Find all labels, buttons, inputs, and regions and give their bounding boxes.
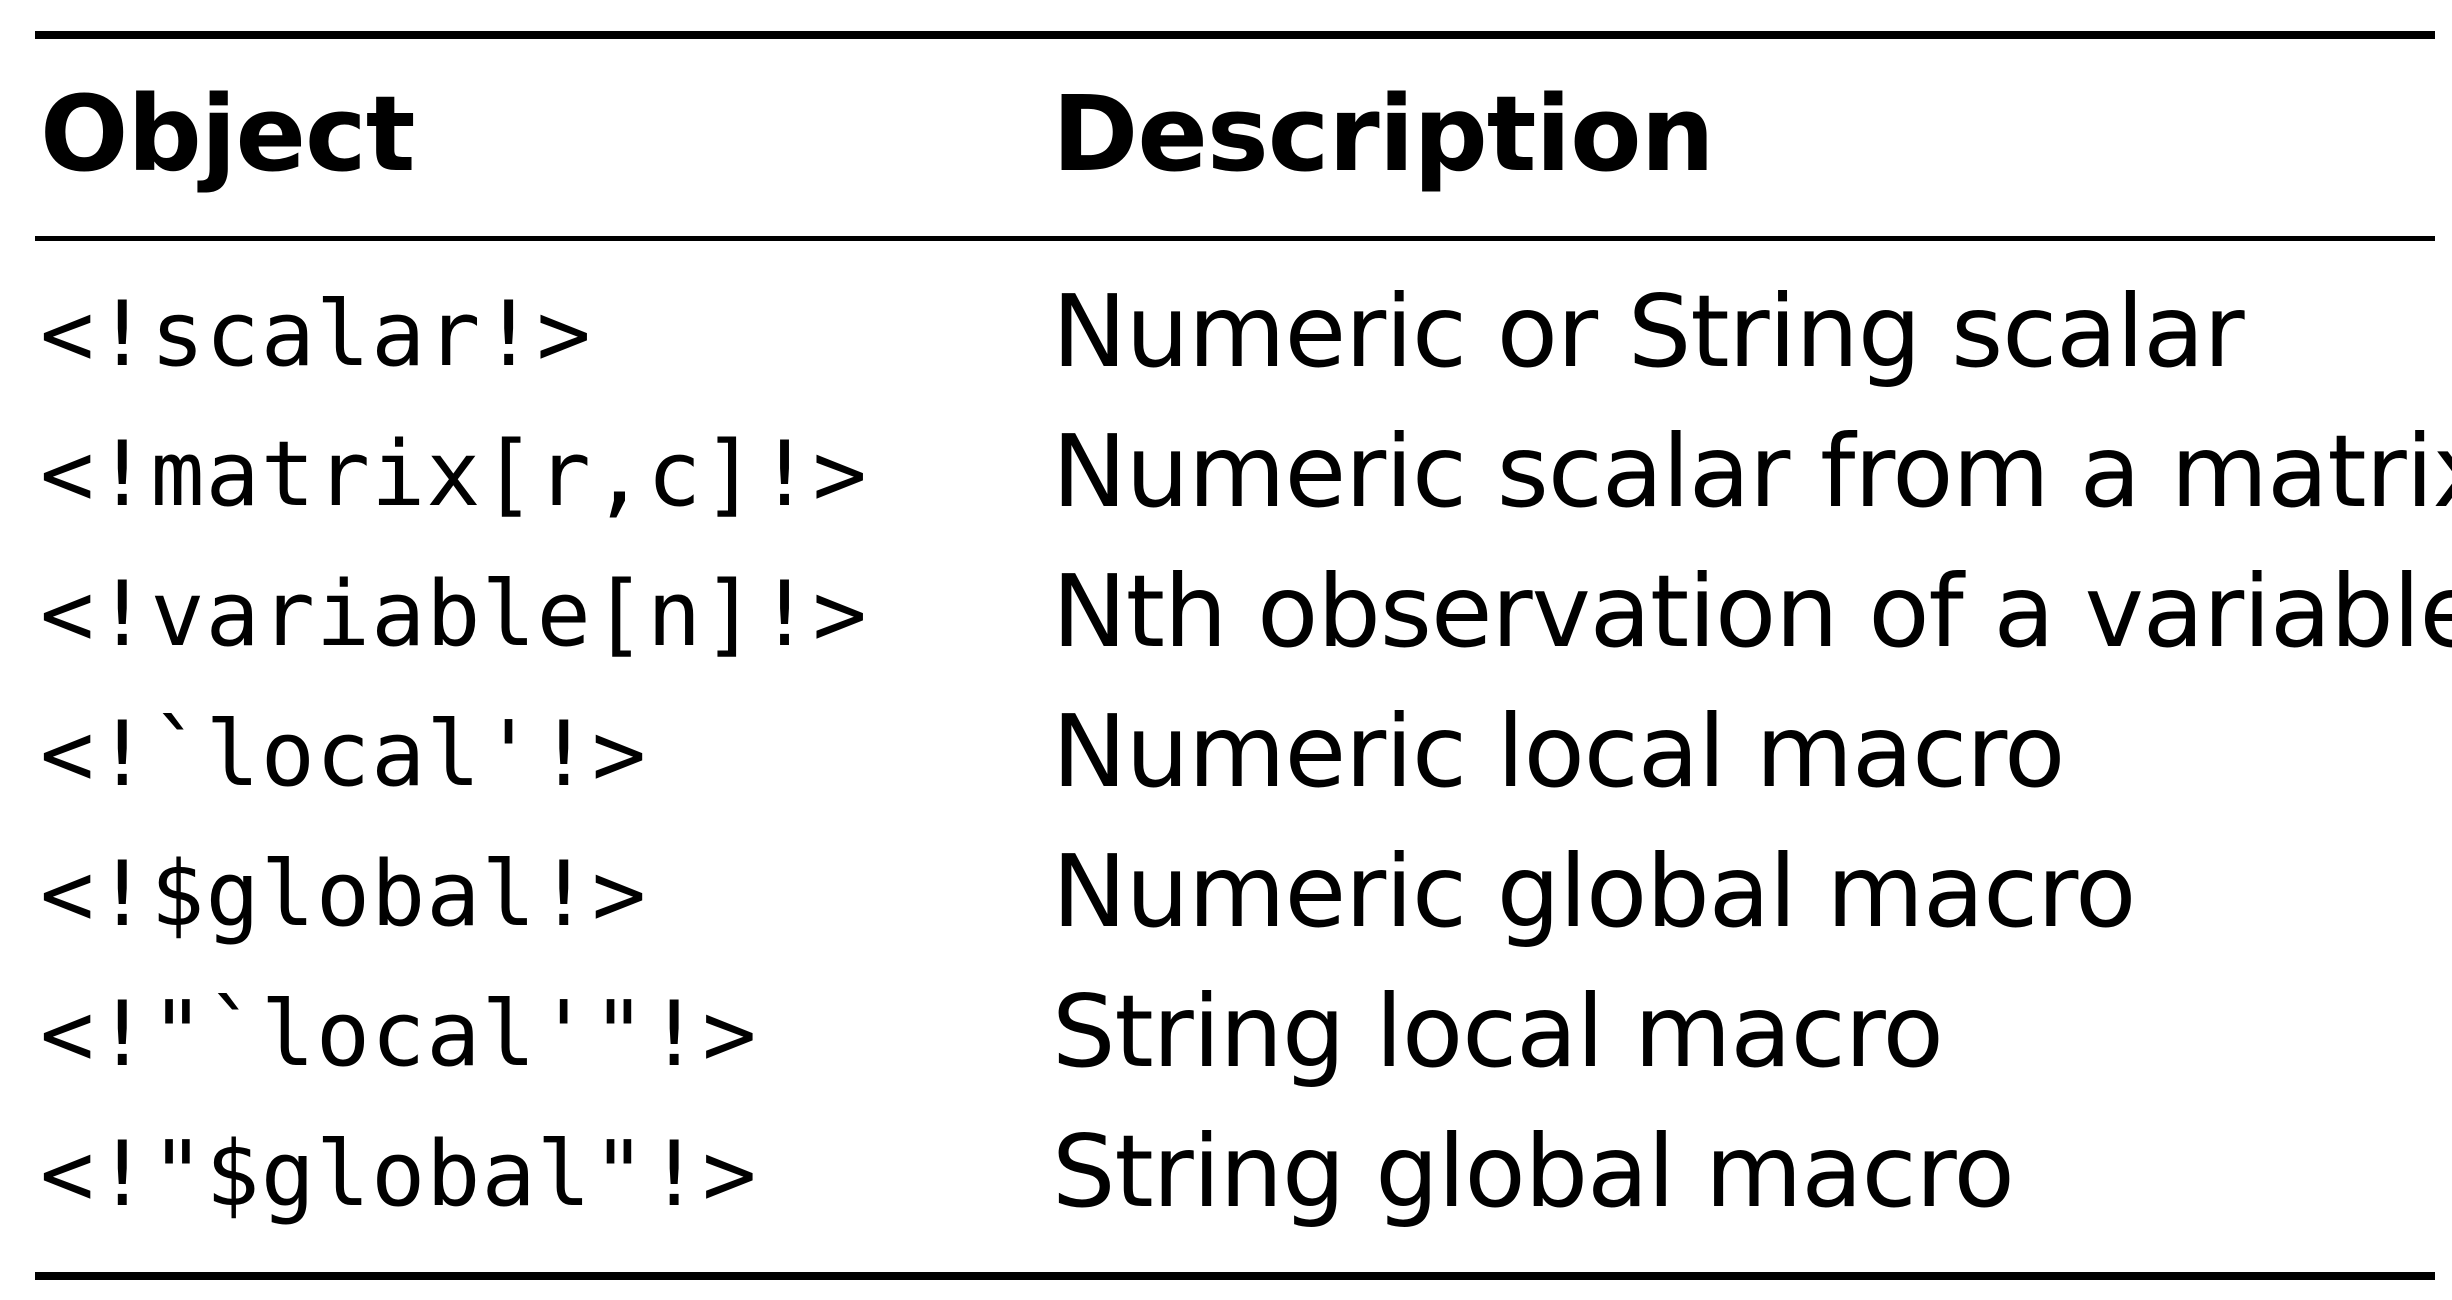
description-cell: Nth observation of a variable — [1052, 553, 2452, 670]
object-cell: <!matrix[r,c]!> — [40, 422, 868, 527]
header-object: Object — [40, 73, 415, 195]
object-cell: <!`local'!> — [40, 702, 648, 807]
table-row: <!"`local'"!> String local macro — [0, 972, 2452, 1112]
table-row: <!"$global"!> String global macro — [0, 1112, 2452, 1252]
description-cell: Numeric scalar from a matrix — [1052, 413, 2452, 530]
description-cell: Numeric local macro — [1052, 693, 2065, 810]
description-cell: Numeric or String scalar — [1052, 273, 2245, 390]
table-header-rule — [35, 236, 2435, 241]
description-cell: String global macro — [1052, 1113, 2015, 1230]
object-cell: <!"`local'"!> — [40, 982, 758, 1087]
table-row: <!`local'!> Numeric local macro — [0, 692, 2452, 832]
table-bottom-rule — [35, 1272, 2435, 1280]
table-row: <!$global!> Numeric global macro — [0, 832, 2452, 972]
description-cell: String local macro — [1052, 973, 1944, 1090]
object-cell: <!variable[n]!> — [40, 562, 868, 667]
table-row: <!scalar!> Numeric or String scalar — [0, 272, 2452, 412]
table-top-rule — [35, 31, 2435, 39]
object-cell: <!scalar!> — [40, 282, 592, 387]
table-row: <!matrix[r,c]!> Numeric scalar from a ma… — [0, 412, 2452, 552]
table-row: <!variable[n]!> Nth observation of a var… — [0, 552, 2452, 692]
object-cell: <!$global!> — [40, 842, 648, 947]
object-cell: <!"$global"!> — [40, 1122, 758, 1227]
header-description: Description — [1052, 73, 1715, 195]
description-cell: Numeric global macro — [1052, 833, 2136, 950]
